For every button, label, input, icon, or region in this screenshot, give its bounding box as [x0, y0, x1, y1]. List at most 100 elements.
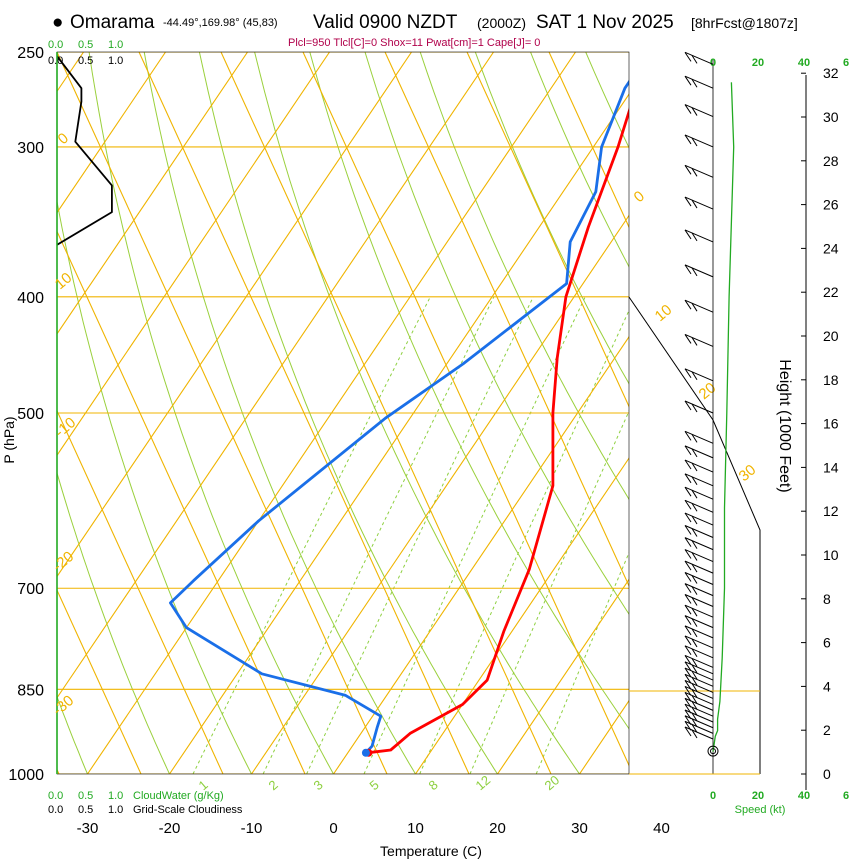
- mixing-ratio-line: [419, 309, 629, 774]
- wind-barb-shaft: [684, 594, 714, 607]
- dry-adiabat-line: [419, 52, 629, 501]
- wind-barb-flag: [684, 104, 692, 114]
- temperature-tick-label: 20: [489, 820, 506, 837]
- wind-barb-shaft: [684, 486, 714, 500]
- dry-adiabat-line: [143, 52, 416, 774]
- wind-barb-flag: [691, 670, 698, 680]
- speed-bottom-tick: 20: [752, 790, 764, 802]
- mixing-ratio-label: 20: [542, 772, 563, 793]
- wind-barb-flag: [691, 371, 698, 381]
- wind-barb-flag: [691, 575, 698, 584]
- cloudiness-top-tick: 0.0: [48, 55, 63, 67]
- y-axis-label: P (hPa): [1, 416, 17, 463]
- wind-barb-shaft: [684, 368, 714, 382]
- wind-barb-shaft: [684, 537, 714, 551]
- cloudwater-top-tick: 0.5: [78, 39, 93, 51]
- wind-barb-flag: [691, 695, 698, 704]
- wind-barb-flag: [684, 196, 692, 207]
- station-coords: -44.49°,169.98° (45,83): [163, 17, 278, 29]
- dry-adiabat-line: [641, 52, 850, 774]
- wind-barb-shaft: [684, 654, 714, 668]
- wind-barb-flag: [691, 503, 698, 512]
- wind-speed-line: [712, 82, 735, 752]
- wind-barb-flag: [684, 400, 692, 411]
- wind-barb-shaft: [684, 164, 714, 178]
- wind-barb-flag: [691, 712, 698, 722]
- wind-barb-flag: [691, 706, 698, 716]
- speed-bottom-tick: 0: [710, 790, 716, 802]
- temperature-tick-label: 40: [653, 820, 670, 837]
- wind-barb-flag: [684, 165, 692, 175]
- surface-dewpoint-dot: [361, 748, 370, 757]
- height-profile-outline: [628, 296, 761, 774]
- wind-barb-flag: [684, 486, 692, 497]
- wind-barb-flag: [684, 445, 692, 456]
- dewpoint-line: [169, 79, 629, 754]
- wind-barb-flag: [691, 462, 698, 472]
- wind-barb-flag: [691, 677, 698, 686]
- wind-barb-shaft: [684, 229, 714, 243]
- wind-barb-flag: [691, 448, 698, 458]
- cloudwater-label: CloudWater (g/Kg): [133, 790, 224, 802]
- dry-adiabat-line: [364, 52, 629, 615]
- dry-adiabat-line: [309, 52, 629, 730]
- wind-barb-flag: [684, 549, 692, 559]
- dry-adiabat-line: [88, 52, 334, 774]
- wind-barb-flag: [684, 703, 692, 714]
- wind-barb-flag: [684, 368, 692, 379]
- wind-barb-flag: [691, 168, 698, 177]
- wind-barb-flag: [691, 648, 698, 658]
- wind-barb-flag: [684, 715, 692, 726]
- wind-barb-shaft: [684, 615, 714, 629]
- wind-barb-flag: [684, 726, 692, 737]
- wind-barb-shaft: [684, 264, 714, 278]
- wind-barb-shaft: [684, 445, 714, 459]
- wind-barb-shaft: [684, 673, 714, 687]
- wind-barb-flag: [691, 597, 698, 606]
- wind-barb-flag: [691, 528, 698, 537]
- wind-barb-shaft: [684, 667, 714, 681]
- isotherm-label: 10: [652, 301, 676, 325]
- wind-barb-flag: [684, 512, 692, 523]
- wind-barb-shaft: [684, 549, 714, 562]
- height-tick-label: 16: [823, 416, 839, 432]
- isotherm-line-alt: [466, 52, 629, 408]
- wind-barb-flag: [691, 586, 698, 595]
- wind-barb-flag: [691, 199, 698, 209]
- isotherm-label: -30: [50, 692, 78, 719]
- speed-top-tick: 6: [843, 57, 849, 69]
- wind-barb-flag: [684, 674, 692, 684]
- height-tick-label: 22: [823, 284, 839, 300]
- wind-barb-flag: [684, 680, 692, 690]
- wind-barb-flag: [684, 667, 692, 678]
- height-tick-label: 10: [823, 547, 839, 563]
- wind-barb-shaft: [684, 473, 714, 487]
- mixing-ratio-label: 12: [473, 772, 494, 793]
- wind-barb-calm: [707, 745, 719, 757]
- wind-barb-flag: [691, 724, 698, 733]
- wind-barb-flag: [691, 664, 698, 674]
- wind-barb-flag: [684, 594, 692, 604]
- wind-barb-flag: [691, 78, 698, 88]
- wind-barb-flag: [684, 75, 692, 86]
- cloudiness-bottom-tick: 1.0: [108, 804, 123, 816]
- temperature-line: [368, 107, 629, 755]
- wind-barb-flag: [684, 692, 692, 702]
- height-tick-label: 32: [823, 65, 839, 81]
- wind-barb-flag: [691, 718, 698, 728]
- wind-barb-flag: [691, 701, 698, 710]
- cloudwater-bottom-tick: 0.0: [48, 790, 63, 802]
- temperature-tick-label: 30: [571, 820, 588, 837]
- wind-barb-flag: [691, 137, 698, 147]
- station-name: Omarama: [70, 12, 155, 33]
- utc-time: (2000Z): [477, 15, 527, 31]
- wind-barb-flag: [684, 134, 692, 145]
- isotherm-line: [497, 578, 629, 774]
- wind-barb-shaft: [684, 512, 714, 526]
- wind-barb-shaft: [684, 691, 714, 705]
- wind-barb-shaft: [684, 679, 714, 693]
- wind-barb-flag: [691, 607, 698, 617]
- wind-barb-flag: [684, 459, 692, 470]
- isotherm-label: 0: [631, 188, 648, 206]
